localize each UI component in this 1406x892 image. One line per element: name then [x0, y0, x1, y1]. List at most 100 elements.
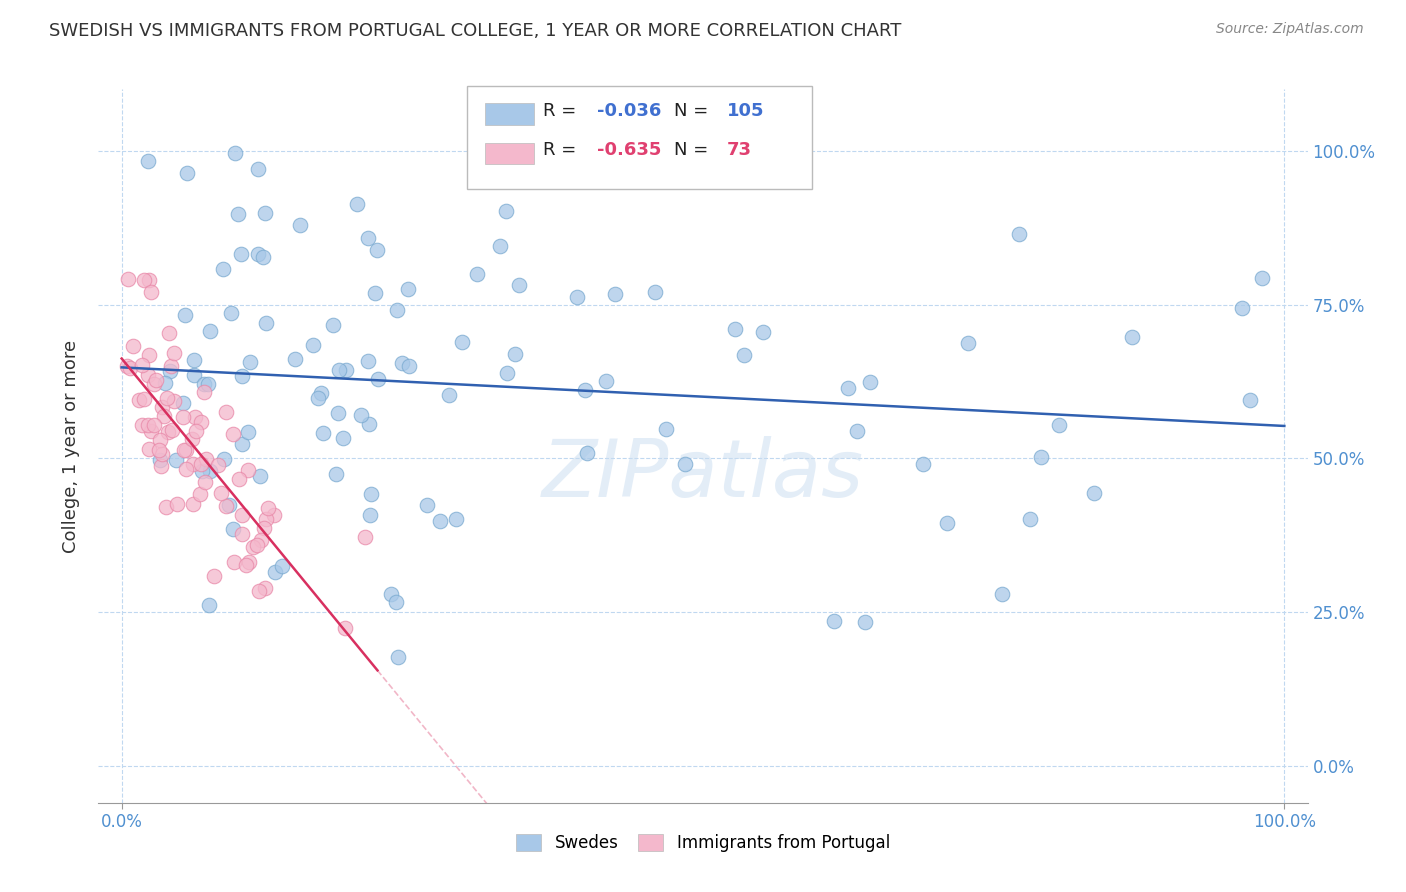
Point [145, 373, 167, 387]
Point [157, 425, 180, 440]
FancyBboxPatch shape [467, 86, 811, 189]
Point [166, 497, 188, 511]
Point [488, 239, 510, 253]
Point [380, 587, 402, 601]
Point [174, 462, 197, 476]
Point [139, 285, 162, 299]
Point [190, 415, 212, 429]
Y-axis label: College, 1 year or more: College, 1 year or more [62, 340, 80, 552]
Point [574, 384, 596, 398]
Point [198, 464, 221, 478]
Point [194, 451, 217, 466]
Point [222, 522, 245, 536]
Point [396, 282, 419, 296]
Point [575, 446, 598, 460]
Text: -0.036: -0.036 [596, 102, 661, 120]
Point [228, 472, 250, 486]
Point [153, 376, 176, 390]
Point [495, 366, 517, 380]
Point [239, 355, 262, 369]
Point [184, 410, 207, 425]
Point [193, 377, 215, 392]
Point [131, 417, 153, 432]
Point [173, 442, 195, 457]
Point [322, 318, 344, 332]
Point [215, 500, 238, 514]
Point [148, 443, 170, 458]
Point [359, 508, 381, 523]
Point [846, 425, 869, 439]
Point [263, 508, 285, 522]
Point [159, 364, 181, 378]
Point [366, 244, 388, 258]
Text: Source: ZipAtlas.com: Source: ZipAtlas.com [1216, 22, 1364, 37]
Point [176, 166, 198, 180]
Point [231, 368, 253, 383]
Point [172, 396, 194, 410]
Point [1232, 301, 1254, 315]
Point [143, 376, 166, 391]
Point [451, 335, 474, 350]
Text: -0.635: -0.635 [596, 141, 661, 159]
Point [247, 161, 270, 176]
Point [437, 388, 460, 402]
Point [150, 447, 173, 461]
Point [197, 377, 219, 392]
Point [751, 325, 773, 339]
Point [990, 587, 1012, 601]
Point [238, 554, 260, 568]
Point [224, 146, 246, 161]
Point [673, 457, 696, 471]
Point [198, 598, 221, 612]
Point [284, 351, 307, 366]
Point [253, 521, 276, 535]
Point [1018, 512, 1040, 526]
Point [595, 374, 617, 388]
Point [202, 569, 225, 583]
Point [191, 464, 214, 478]
Point [495, 204, 517, 219]
Text: R =: R = [543, 102, 582, 120]
Point [644, 285, 666, 299]
Point [391, 356, 413, 370]
Point [912, 457, 935, 471]
Point [163, 393, 186, 408]
Point [444, 512, 467, 526]
Point [302, 337, 325, 351]
Point [222, 556, 245, 570]
Point [149, 453, 172, 467]
Point [723, 322, 745, 336]
Text: 73: 73 [727, 141, 752, 159]
Point [165, 453, 187, 467]
Point [1008, 227, 1031, 241]
Point [385, 594, 408, 608]
Point [131, 358, 153, 372]
Point [307, 391, 329, 405]
Text: ZIPatlas: ZIPatlas [541, 435, 865, 514]
Point [734, 348, 756, 362]
Point [312, 425, 335, 440]
Point [138, 442, 160, 456]
Point [936, 516, 959, 531]
FancyBboxPatch shape [485, 103, 534, 125]
Point [603, 286, 626, 301]
Point [172, 409, 194, 424]
Point [132, 273, 155, 287]
Point [118, 360, 141, 375]
Point [160, 359, 183, 373]
Point [853, 615, 876, 629]
Point [247, 584, 270, 599]
Point [354, 530, 377, 544]
Point [246, 538, 269, 552]
Point [136, 368, 159, 383]
Point [398, 359, 420, 374]
Point [218, 499, 240, 513]
Point [247, 247, 270, 261]
Point [508, 278, 530, 293]
Point [139, 424, 162, 438]
Point [335, 362, 357, 376]
Point [332, 431, 354, 445]
Point [1121, 330, 1143, 344]
Point [957, 335, 980, 350]
Point [229, 247, 252, 261]
